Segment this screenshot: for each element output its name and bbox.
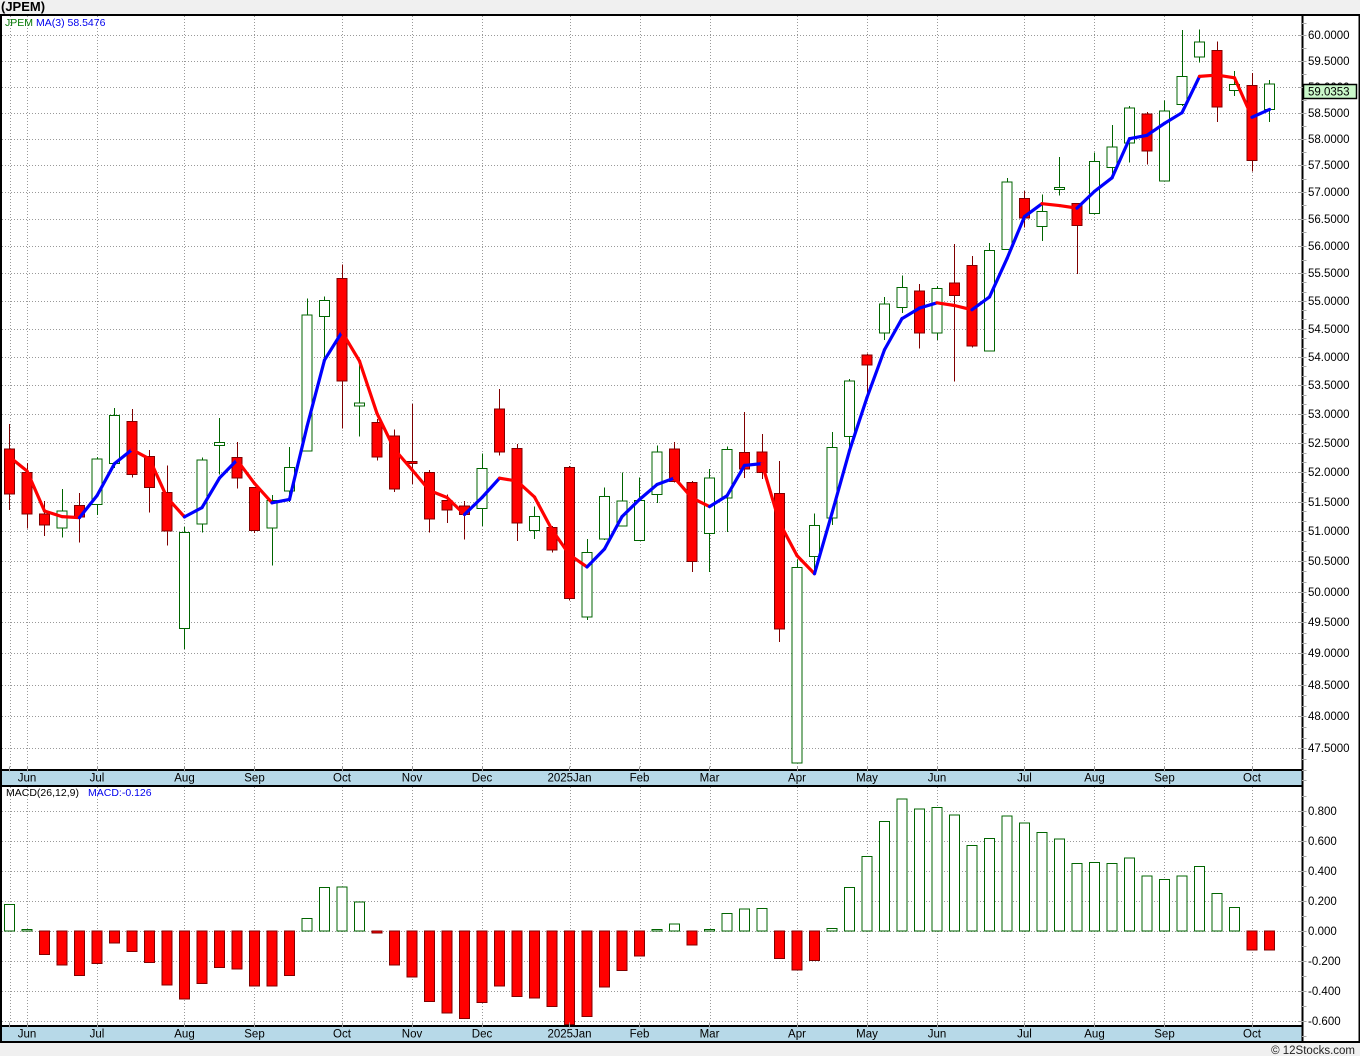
svg-text:53.5000: 53.5000 <box>1308 380 1350 392</box>
svg-text:Nov: Nov <box>402 1029 423 1041</box>
svg-text:56.0000: 56.0000 <box>1308 241 1350 253</box>
svg-text:0.000: 0.000 <box>1308 926 1337 938</box>
svg-text:50.5000: 50.5000 <box>1308 556 1350 568</box>
svg-text:49.0000: 49.0000 <box>1308 648 1350 660</box>
svg-text:MA(3) 58.5476: MA(3) 58.5476 <box>36 17 106 29</box>
svg-text:Jun: Jun <box>928 1029 947 1041</box>
svg-text:Oct: Oct <box>333 1029 352 1041</box>
svg-text:49.5000: 49.5000 <box>1308 617 1350 629</box>
svg-text:JPEM: JPEM <box>5 17 33 29</box>
svg-text:54.0000: 54.0000 <box>1308 352 1350 364</box>
svg-text:Jun: Jun <box>928 773 947 785</box>
svg-text:Oct: Oct <box>1243 1029 1262 1041</box>
svg-text:53.0000: 53.0000 <box>1308 409 1350 421</box>
svg-text:May: May <box>856 1029 878 1041</box>
svg-text:Feb: Feb <box>630 1029 650 1041</box>
svg-text:Apr: Apr <box>788 1029 806 1041</box>
svg-text:52.5000: 52.5000 <box>1308 438 1350 450</box>
svg-text:Dec: Dec <box>472 1029 493 1041</box>
svg-text:56.5000: 56.5000 <box>1308 214 1350 226</box>
svg-text:2025Jan: 2025Jan <box>547 1029 591 1041</box>
svg-text:Mar: Mar <box>700 1029 720 1041</box>
svg-text:55.0000: 55.0000 <box>1308 296 1350 308</box>
svg-text:MACD(26,12,9): MACD(26,12,9) <box>6 787 79 799</box>
svg-text:54.5000: 54.5000 <box>1308 324 1350 336</box>
svg-text:Aug: Aug <box>174 1029 194 1041</box>
svg-text:50.0000: 50.0000 <box>1308 587 1350 599</box>
svg-text:Nov: Nov <box>402 773 423 785</box>
svg-text:Sep: Sep <box>1154 1029 1174 1041</box>
svg-text:May: May <box>856 773 878 785</box>
svg-text:Jun: Jun <box>18 1029 37 1041</box>
svg-text:© 12Stocks.com: © 12Stocks.com <box>1271 1045 1355 1056</box>
svg-text:48.0000: 48.0000 <box>1308 711 1350 723</box>
svg-text:MACD:-0.126: MACD:-0.126 <box>88 787 152 799</box>
svg-text:Oct: Oct <box>333 773 352 785</box>
svg-text:Jun: Jun <box>18 773 37 785</box>
svg-text:59.0353: 59.0353 <box>1308 87 1350 99</box>
svg-text:58.5000: 58.5000 <box>1308 108 1350 120</box>
svg-text:57.5000: 57.5000 <box>1308 160 1350 172</box>
svg-text:55.5000: 55.5000 <box>1308 268 1350 280</box>
svg-text:0.600: 0.600 <box>1308 836 1337 848</box>
svg-text:51.0000: 51.0000 <box>1308 526 1350 538</box>
svg-text:57.0000: 57.0000 <box>1308 187 1350 199</box>
svg-text:Oct: Oct <box>1243 773 1262 785</box>
svg-text:Feb: Feb <box>630 773 650 785</box>
svg-text:Dec: Dec <box>472 773 493 785</box>
svg-text:0.200: 0.200 <box>1308 896 1337 908</box>
svg-text:Jul: Jul <box>90 1029 105 1041</box>
svg-text:0.800: 0.800 <box>1308 806 1337 818</box>
svg-text:58.0000: 58.0000 <box>1308 134 1350 146</box>
svg-text:-0.400: -0.400 <box>1308 986 1341 998</box>
svg-text:-0.200: -0.200 <box>1308 956 1341 968</box>
svg-text:Sep: Sep <box>244 773 264 785</box>
svg-text:Jul: Jul <box>1017 773 1032 785</box>
svg-text:Jul: Jul <box>1017 1029 1032 1041</box>
svg-text:2025Jan: 2025Jan <box>547 773 591 785</box>
svg-text:Apr: Apr <box>788 773 806 785</box>
svg-text:-0.600: -0.600 <box>1308 1016 1341 1028</box>
svg-text:(JPEM): (JPEM) <box>1 0 45 14</box>
svg-text:Aug: Aug <box>1084 1029 1104 1041</box>
svg-text:47.5000: 47.5000 <box>1308 743 1350 755</box>
svg-text:Aug: Aug <box>1084 773 1104 785</box>
svg-text:0.400: 0.400 <box>1308 866 1337 878</box>
svg-text:51.5000: 51.5000 <box>1308 497 1350 509</box>
svg-text:Mar: Mar <box>700 773 720 785</box>
svg-text:Sep: Sep <box>244 1029 264 1041</box>
svg-text:59.5000: 59.5000 <box>1308 56 1350 68</box>
svg-text:Jul: Jul <box>90 773 105 785</box>
svg-text:52.0000: 52.0000 <box>1308 467 1350 479</box>
svg-text:60.0000: 60.0000 <box>1308 30 1350 42</box>
svg-text:Aug: Aug <box>174 773 194 785</box>
svg-text:Sep: Sep <box>1154 773 1174 785</box>
svg-text:48.5000: 48.5000 <box>1308 680 1350 692</box>
